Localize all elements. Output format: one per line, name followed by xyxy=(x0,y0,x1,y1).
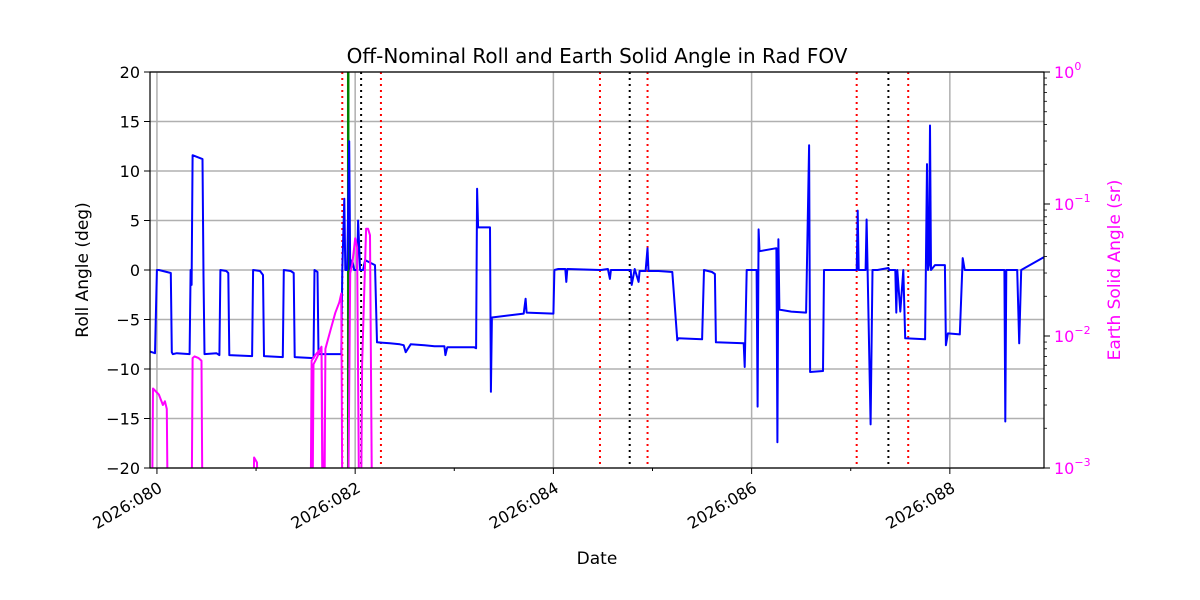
y2-tick-label: 100 xyxy=(1054,60,1081,82)
y-tick-label: −10 xyxy=(106,360,140,379)
y-tick-label: 15 xyxy=(120,113,140,132)
y-tick-label: 10 xyxy=(120,162,140,181)
y2-tick-label: 10−2 xyxy=(1054,324,1091,346)
y-tick-label: 0 xyxy=(130,261,140,280)
earth-solid-angle-line xyxy=(151,227,373,468)
chart-title: Off-Nominal Roll and Earth Solid Angle i… xyxy=(347,44,848,68)
y2-tick-label: 10−1 xyxy=(1054,192,1091,214)
y2-axis-label: Earth Solid Angle (sr) xyxy=(1105,180,1125,361)
y-axis-left: −20 −15 −10 −5 0 5 10 15 20 xyxy=(106,63,150,478)
data-series xyxy=(150,124,1044,468)
y2-tick-label: 10−3 xyxy=(1054,456,1091,478)
y-tick-label: 5 xyxy=(130,212,140,231)
y-axis-right: 10−3 10−2 10−1 100 xyxy=(1044,60,1091,478)
x-axis-label: Date xyxy=(577,549,618,569)
roll-angle-line xyxy=(150,124,1044,444)
y-tick-label: −5 xyxy=(116,311,140,330)
y-tick-label: −20 xyxy=(106,459,140,478)
y-axis-label: Roll Angle (deg) xyxy=(73,202,93,337)
y-tick-label: 20 xyxy=(120,63,140,82)
y-tick-label: −15 xyxy=(106,410,140,429)
